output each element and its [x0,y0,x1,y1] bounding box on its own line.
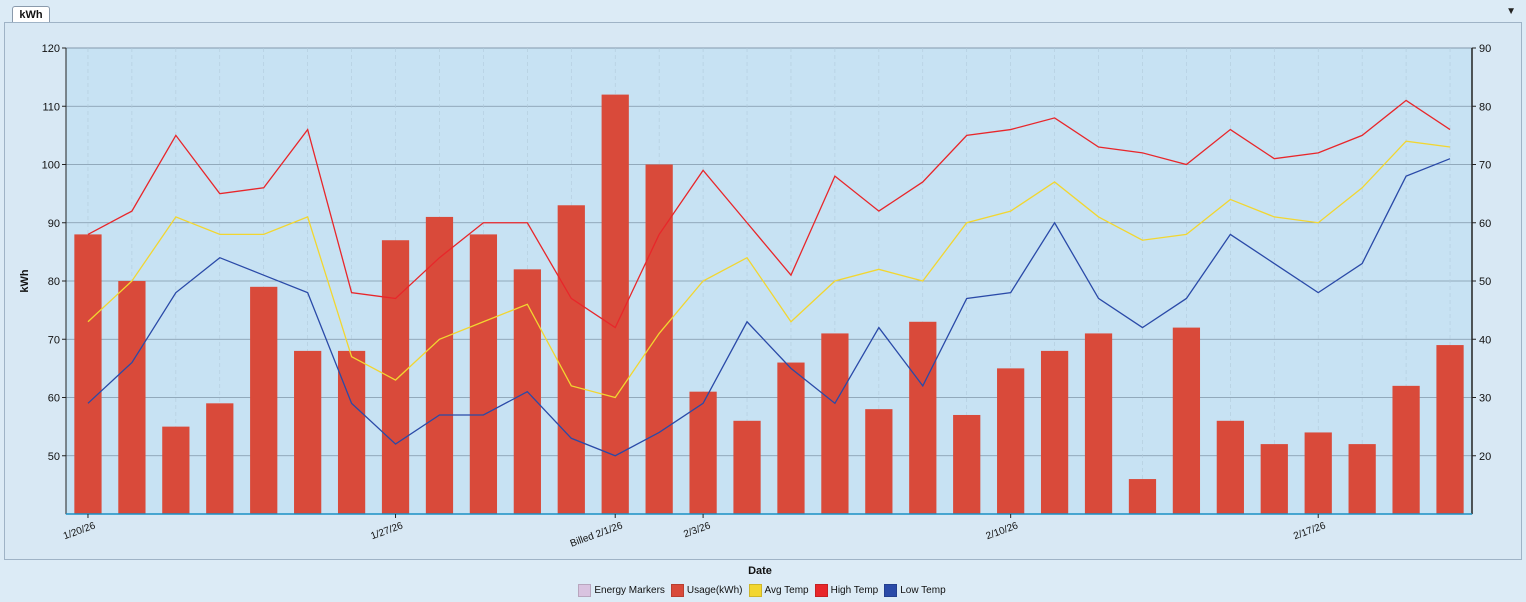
y-tick-label: 70 [48,334,60,346]
y2-tick-label: 80 [1479,101,1491,113]
dropdown-arrow-icon[interactable]: ▼ [1506,6,1516,17]
usage-bar [689,391,717,514]
y-axis-left: 50 60 70 80 90 100 110 120 [42,43,67,514]
chart-legend: Energy Markers Usage(kWh) Avg Temp High Tem… [0,582,1526,598]
usage-bar [206,403,234,514]
usage-bar [425,216,454,515]
legend-swatch [670,583,684,597]
legend-swatch [748,583,762,597]
usage-bar [337,350,366,514]
usage-bar [469,234,498,514]
legend-swatch [884,583,898,597]
y2-tick-label: 20 [1479,451,1491,463]
usage-bar [1348,444,1376,514]
legend-item[interactable]: Avg Temp [748,583,809,597]
legend-swatch [814,583,828,597]
temperature-lines [87,99,1451,457]
legend-item[interactable]: Usage(kWh) [670,583,743,597]
y2-tick-label: 30 [1479,393,1491,405]
usage-bar [381,240,410,514]
usage-bar [645,164,673,514]
x-tick-label: 1/20/26 [62,520,98,542]
usage-bar [1304,432,1332,514]
line-high-temp [87,99,1451,329]
y-tick-label: 60 [48,393,60,405]
legend-item[interactable]: Energy Markers [578,583,665,597]
y-tick-label: 120 [42,43,60,55]
usage-bar [733,420,761,514]
x-tick-label: 1/27/26 [369,520,405,542]
line-low-temp [87,158,1451,457]
y2-tick-label: 70 [1479,160,1491,172]
y2-tick-label: 40 [1479,334,1491,346]
y2-tick-label: 60 [1479,218,1491,230]
usage-chart: 50 60 70 80 90 100 110 120 20 30 40 50 60 70 80 90 1/2… [19,43,1491,577]
legend-item[interactable]: Low Temp [884,583,946,597]
usage-bar [953,414,981,514]
y-axis-right: 20 30 40 50 60 70 80 90 [1471,43,1491,514]
usage-bar [1084,333,1113,514]
usage-bar [601,94,629,514]
legend-label: Avg Temp [764,584,809,596]
legend-item[interactable]: High Temp [814,583,879,597]
usage-bar [74,234,102,514]
usage-bar [997,368,1025,514]
legend-label: High Temp [830,584,879,596]
legend-swatch [578,583,592,597]
x-tick-label: 2/10/26 [985,520,1021,542]
usage-bar [557,205,585,514]
y-tick-label: 50 [48,451,60,463]
y-tick-label: 100 [42,160,60,172]
usage-bar [1216,420,1244,514]
usage-bars [74,94,1464,515]
usage-bar [909,321,937,514]
usage-bar [250,286,278,514]
usage-bar [777,362,805,514]
usage-bar [1436,345,1464,514]
usage-bar [118,281,146,514]
x-axis: 1/20/26 1/27/26 Billed 2/1/26 2/3/26 2/10/26… [62,513,1472,550]
usage-bar [162,426,190,514]
usage-bar [1128,479,1157,514]
x-tick-label: Billed 2/1/26 [569,520,625,549]
usage-bar [1392,385,1420,514]
usage-bar [865,409,893,514]
y2-tick-label: 90 [1479,43,1491,55]
legend-label: Usage(kWh) [686,584,743,596]
usage-bar [1172,327,1201,514]
x-tick-label: 2/3/26 [682,520,712,540]
usage-bar [821,333,849,514]
legend-label: Low Temp [900,584,946,596]
line-avg-temp [87,140,1451,399]
x-axis-title: Date [748,565,772,577]
x-tick-label: 2/17/26 [1292,520,1328,542]
y-tick-label: 90 [48,218,60,230]
usage-bar [294,350,322,514]
y2-tick-label: 50 [1479,276,1491,288]
y-axis-title: kWh [19,269,31,293]
y-tick-label: 80 [48,276,60,288]
tab-kwh[interactable]: kWh [12,6,50,23]
usage-bar [1040,350,1069,514]
usage-bar [1260,444,1288,514]
legend-label: Energy Markers [594,584,665,596]
y-tick-label: 110 [42,101,60,113]
